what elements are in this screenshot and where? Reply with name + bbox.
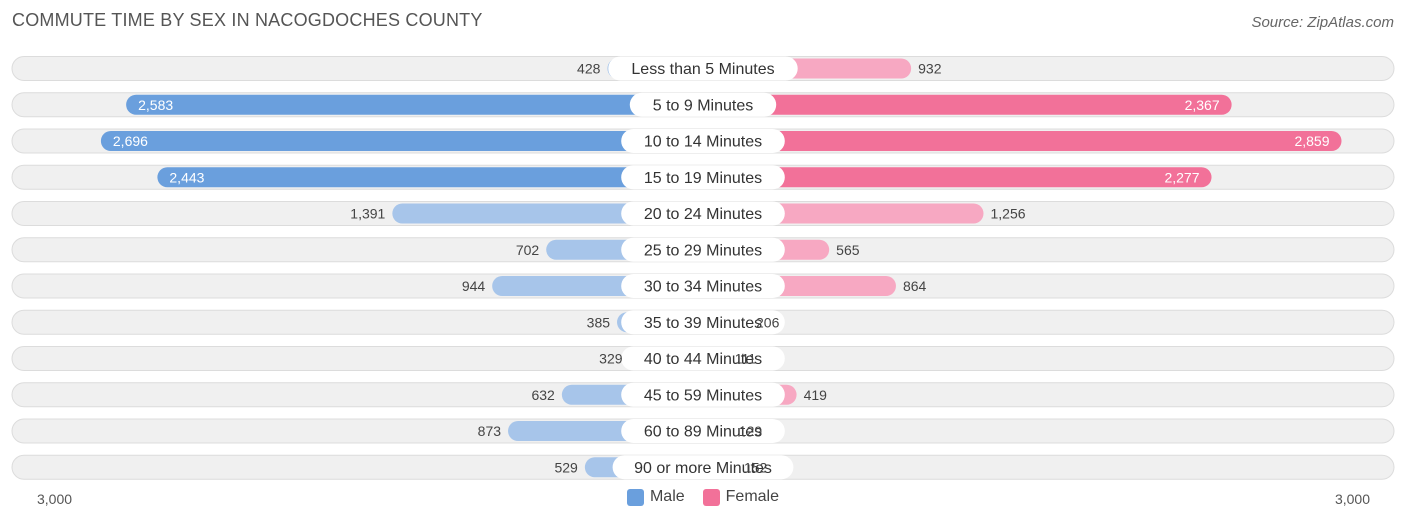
category-label: 45 to 59 Minutes [644,387,762,404]
axis-right-label: 3,000 [1334,491,1370,507]
chart-row: 10 to 14 Minutes 2,696 2,859 [11,128,1395,154]
chart-row: 90 or more Minutes 529 152 [11,454,1395,480]
bar-male[interactable] [157,167,703,188]
value-label-female: 129 [739,423,763,439]
value-label-male: 428 [577,61,601,77]
category-label-bg [621,382,785,407]
bar-female[interactable] [703,131,1342,151]
category-label-bg [608,56,798,81]
chart-row: 60 to 89 Minutes 873 129 [11,418,1395,444]
category-label-bg [621,419,785,443]
value-label-male: 2,696 [113,133,148,149]
value-label-male: 529 [554,459,578,475]
category-label-bg [621,310,785,335]
category-label: 30 to 34 Minutes [644,279,762,296]
value-label-female: 565 [836,242,860,258]
value-label-female: 111 [735,351,756,367]
bar-male[interactable] [126,94,703,115]
legend-label-female: Female [725,488,780,505]
legend-item-male[interactable]: Male [626,488,685,506]
value-label-female: 864 [903,278,927,294]
value-label-male: 632 [531,387,555,403]
axis-left-label: 3,000 [37,491,73,507]
value-label-male: 873 [478,423,502,439]
value-label-male: 329 [599,351,623,367]
bar-female[interactable] [703,94,1232,115]
category-label: 20 to 24 Minutes [644,206,762,223]
category-label-bg [629,92,777,117]
category-label: 90 or more Minutes [634,460,772,477]
chart-row: 30 to 34 Minutes 944 864 [11,273,1395,299]
chart-row: Less than 5 Minutes 428 932 [11,56,1395,81]
value-label-female: 932 [918,61,942,77]
value-label-female: 2,277 [1164,169,1199,185]
category-label-bg [621,274,785,298]
category-label: 35 to 39 Minutes [644,315,762,332]
category-label: 15 to 19 Minutes [644,170,762,187]
category-label-bg [621,201,785,226]
category-label-bg [621,237,785,262]
value-label-male: 944 [462,278,486,294]
chart-row: 25 to 29 Minutes 702 565 [11,237,1395,263]
chart-source: Source: ZipAtlas.com [1251,14,1394,31]
chart-row: 5 to 9 Minutes 2,583 2,367 [11,92,1395,118]
chart-title: COMMUTE TIME BY SEX IN NACOGDOCHES COUNT… [12,10,483,30]
category-label-bg [621,346,785,371]
category-label-bg [621,165,785,190]
value-label-female: 152 [744,459,768,475]
value-label-male: 385 [587,314,611,330]
value-label-female: 1,256 [991,206,1026,222]
bar-male[interactable] [100,131,704,151]
category-label-bg [621,129,785,153]
value-label-female: 2,367 [1185,97,1220,113]
value-label-male: 1,391 [350,206,385,222]
value-label-male: 2,443 [169,169,204,185]
value-label-female: 206 [756,314,780,330]
category-label: 5 to 9 Minutes [653,97,754,114]
chart-row: 40 to 44 Minutes 329 111 [11,346,1395,371]
category-label: Less than 5 Minutes [631,61,774,78]
category-label: 10 to 14 Minutes [644,134,762,151]
chart-row: 45 to 59 Minutes 632 419 [11,382,1395,408]
category-label: 25 to 29 Minutes [644,242,762,259]
chart-row: 35 to 39 Minutes 385 206 [11,309,1395,335]
legend-item-female[interactable]: Female [702,488,780,506]
category-label: 60 to 89 Minutes [644,424,762,441]
category-label-bg [612,455,794,480]
bar-female[interactable] [703,167,1212,188]
chart-row: 15 to 19 Minutes 2,443 2,277 [11,164,1395,190]
category-label: 40 to 44 Minutes [644,351,762,368]
value-label-male: 702 [516,242,540,258]
legend-swatch-female [702,488,720,506]
chart-row: 20 to 24 Minutes 1,391 1,256 [11,201,1395,226]
chart-legend: Male Female [0,488,1406,506]
legend-swatch-male [626,488,644,506]
value-label-male: 2,583 [138,97,173,113]
value-label-female: 419 [804,387,828,403]
value-label-female: 2,859 [1294,133,1329,149]
legend-label-male: Male [649,488,685,505]
